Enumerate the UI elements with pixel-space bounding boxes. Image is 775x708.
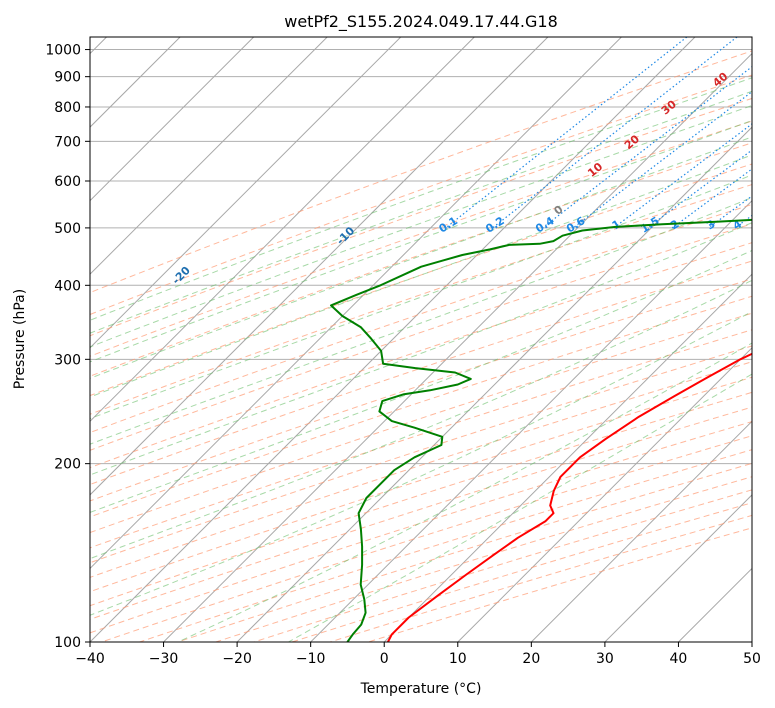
dewpoint-trace (330, 218, 752, 642)
dry-adiabat (90, 278, 752, 502)
x-axis-label: Temperature (°C) (360, 681, 482, 697)
dry-adiabat (90, 142, 752, 377)
isotherm-line (90, 37, 402, 349)
y-tick-label: 500 (54, 221, 81, 237)
moist-adiabat (177, 342, 752, 642)
plot-content: 0.10.20.40.611.52346810131620253036-100-… (90, 37, 752, 642)
y-tick-label: 300 (54, 352, 81, 368)
x-tick-label: 50 (743, 651, 761, 667)
mixing-ratio-line (542, 65, 752, 229)
x-tick-label: 0 (380, 651, 389, 667)
dry-adiabat (90, 97, 752, 337)
x-tick-label: 10 (449, 651, 467, 667)
plot-area (90, 37, 752, 642)
isotherm-line (90, 37, 622, 570)
isotherm-line (90, 37, 255, 202)
x-tick-label: −20 (222, 651, 252, 667)
moist-adiabat (90, 222, 752, 476)
isotherm-line (90, 37, 696, 642)
isotherm-line (530, 420, 752, 642)
y-tick-label: 1000 (45, 43, 81, 59)
dry-adiabat (90, 329, 752, 549)
isotherm-line (90, 37, 328, 275)
dry-adiabat (90, 223, 752, 451)
isotherm-line (383, 273, 752, 642)
isobar-grid (90, 49, 752, 642)
isotherm-line (236, 126, 752, 642)
moist-adiabats (90, 77, 752, 642)
dry-adiabat (90, 184, 752, 415)
dry-adiabats (90, 50, 752, 642)
dry-adiabat (90, 163, 752, 397)
y-tick-label: 900 (54, 70, 81, 86)
y-tick-label: 600 (54, 174, 81, 190)
moist-adiabat (90, 196, 752, 445)
isotherm-line (457, 347, 752, 642)
y-tick-label: 200 (54, 457, 81, 473)
dry-adiabat (90, 361, 752, 578)
isotherm-line (310, 199, 752, 642)
x-axis: −40 −30 −20 −10 0 10 20 30 40 50 (75, 642, 761, 667)
mixing-ratio-line (445, 37, 688, 229)
y-axis-label: Pressure (hPa) (12, 289, 28, 389)
isotherm-line (90, 37, 549, 496)
dry-adiabat (90, 242, 752, 469)
dry-adiabat (90, 120, 752, 357)
sounding-traces (330, 218, 752, 642)
y-axis: 100 200 300 400 500 600 700 800 900 1000 (45, 43, 90, 651)
x-tick-label: −30 (149, 651, 179, 667)
x-tick-label: 30 (596, 651, 614, 667)
moist-adiabat (90, 77, 752, 321)
moist-adiabat (90, 90, 752, 334)
x-tick-label: −10 (296, 651, 326, 667)
plot-frame (89, 36, 753, 643)
y-tick-label: 800 (54, 100, 81, 116)
dry-adiabat (90, 376, 752, 593)
dry-adiabat (90, 50, 752, 294)
y-tick-label: 100 (54, 635, 81, 651)
mixing-ratio-lines (445, 37, 752, 229)
x-tick-label: 40 (670, 651, 688, 667)
moist-adiabat (90, 174, 752, 420)
isotherm-line (90, 37, 475, 423)
moist-adiabat (90, 311, 752, 616)
moist-adiabat (90, 154, 752, 398)
y-tick-label: 700 (54, 134, 81, 150)
x-tick-label: 20 (522, 651, 540, 667)
temperature-trace (387, 352, 752, 642)
isotherm-line (163, 52, 752, 642)
x-tick-label: −40 (75, 651, 105, 667)
mixing-ratio-line (613, 123, 752, 229)
isotherm-grid (90, 37, 752, 642)
y-tick-label: 400 (54, 278, 81, 294)
chart-title: wetPf2_S155.2024.049.17.44.G18 (284, 12, 558, 32)
dry-adiabat (90, 74, 752, 316)
